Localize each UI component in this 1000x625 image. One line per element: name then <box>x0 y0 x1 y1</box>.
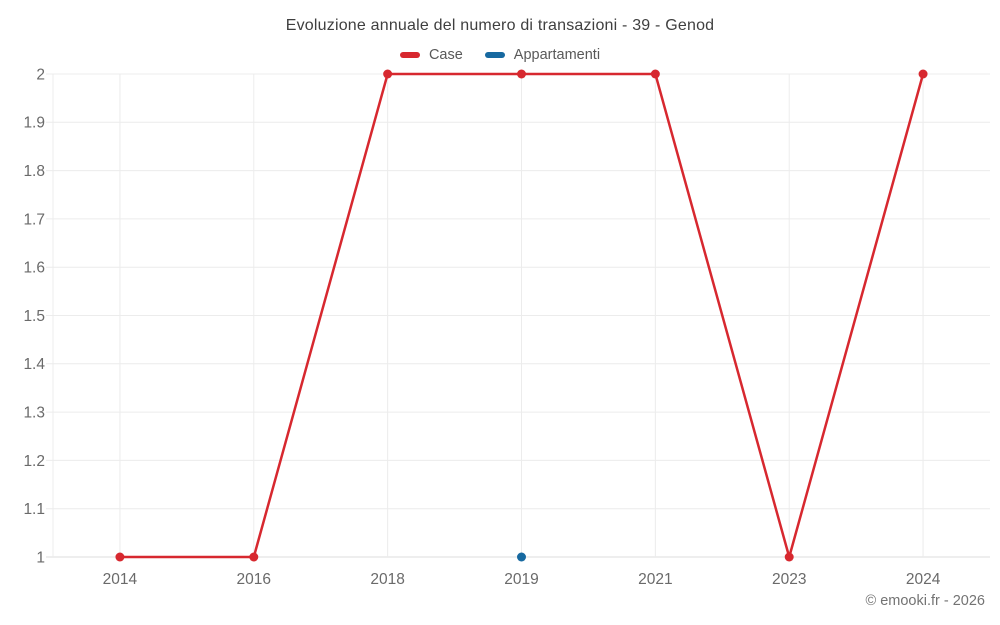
legend-item-appartamenti[interactable]: Appartamenti <box>484 47 601 63</box>
y-tick-label: 1.8 <box>23 163 45 180</box>
y-tick-label: 2 <box>36 66 45 83</box>
y-tick-label: 1.2 <box>23 453 45 470</box>
chart-title: Evoluzione annuale del numero di transaz… <box>285 17 715 34</box>
legend-item-case[interactable]: Case <box>399 47 463 63</box>
y-tick-label: 1.5 <box>23 308 45 325</box>
y-tick-label: 1.4 <box>23 356 45 373</box>
point-appartamenti-2019[interactable] <box>517 552 526 562</box>
series-case <box>115 69 928 562</box>
legend-swatch-appartamenti <box>484 52 505 58</box>
point-case-2016[interactable] <box>249 552 259 562</box>
y-tick-label: 1.6 <box>23 260 45 277</box>
y-tick-label: 1.3 <box>23 405 45 422</box>
y-tick-label: 1.9 <box>23 115 45 132</box>
point-case-2019[interactable] <box>517 69 526 79</box>
x-tick-label: 2019 <box>504 571 538 588</box>
y-grid-and-labels: 1 1.1 1.2 1.3 1.4 1.5 1.6 1.7 1.8 1.9 2 <box>23 66 990 566</box>
x-tick-label: 2016 <box>237 571 271 588</box>
x-tick-label: 2018 <box>370 571 404 588</box>
x-tick-label: 2014 <box>103 571 138 588</box>
series-appartamenti <box>517 552 526 562</box>
x-tick-label: 2021 <box>638 571 672 588</box>
legend: Case Appartamenti <box>0 47 1000 63</box>
legend-label-case: Case <box>428 47 463 63</box>
x-grid-and-labels: 2014 2016 2018 2019 2021 2023 2024 <box>52 74 941 588</box>
attribution: © emooki.fr - 2026 <box>865 593 985 609</box>
x-tick-label: 2023 <box>772 571 806 588</box>
y-tick-label: 1.7 <box>23 211 45 228</box>
legend-swatch-case <box>399 52 420 58</box>
legend-label-appartamenti: Appartamenti <box>513 47 601 63</box>
point-case-2014[interactable] <box>115 552 125 562</box>
y-tick-label: 1.1 <box>23 501 45 518</box>
point-case-2024[interactable] <box>918 69 928 79</box>
point-case-2021[interactable] <box>650 69 660 79</box>
x-tick-label: 2024 <box>906 571 941 588</box>
point-case-2018[interactable] <box>383 69 393 79</box>
y-tick-label: 1 <box>36 549 45 566</box>
point-case-2023[interactable] <box>784 552 794 562</box>
